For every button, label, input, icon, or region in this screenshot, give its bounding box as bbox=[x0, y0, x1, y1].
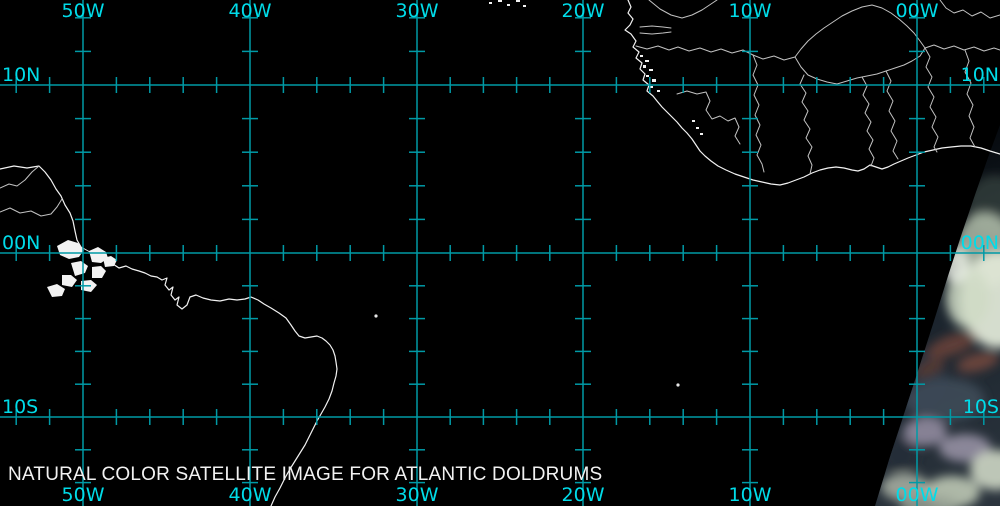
fernando-de-noronha-island bbox=[374, 314, 378, 318]
caption-title: NATURAL COLOR SATELLITE IMAGE FOR ATLANT… bbox=[8, 464, 603, 485]
amazon-delta-islands bbox=[47, 240, 117, 297]
brazil-coastline bbox=[112, 263, 338, 506]
cape-verde-islands bbox=[489, 0, 526, 7]
caption-block: NATURAL COLOR SATELLITE IMAGE FOR ATLANT… bbox=[8, 421, 602, 506]
ascension-island bbox=[676, 383, 680, 387]
satellite-imagery-strip bbox=[875, 125, 1000, 506]
south-america-coastline bbox=[0, 165, 82, 248]
west-africa-coastline bbox=[624, 0, 1000, 186]
west-africa-borders bbox=[635, 0, 1000, 175]
guiana-borders bbox=[0, 165, 63, 217]
bijagos-islands bbox=[640, 55, 703, 135]
